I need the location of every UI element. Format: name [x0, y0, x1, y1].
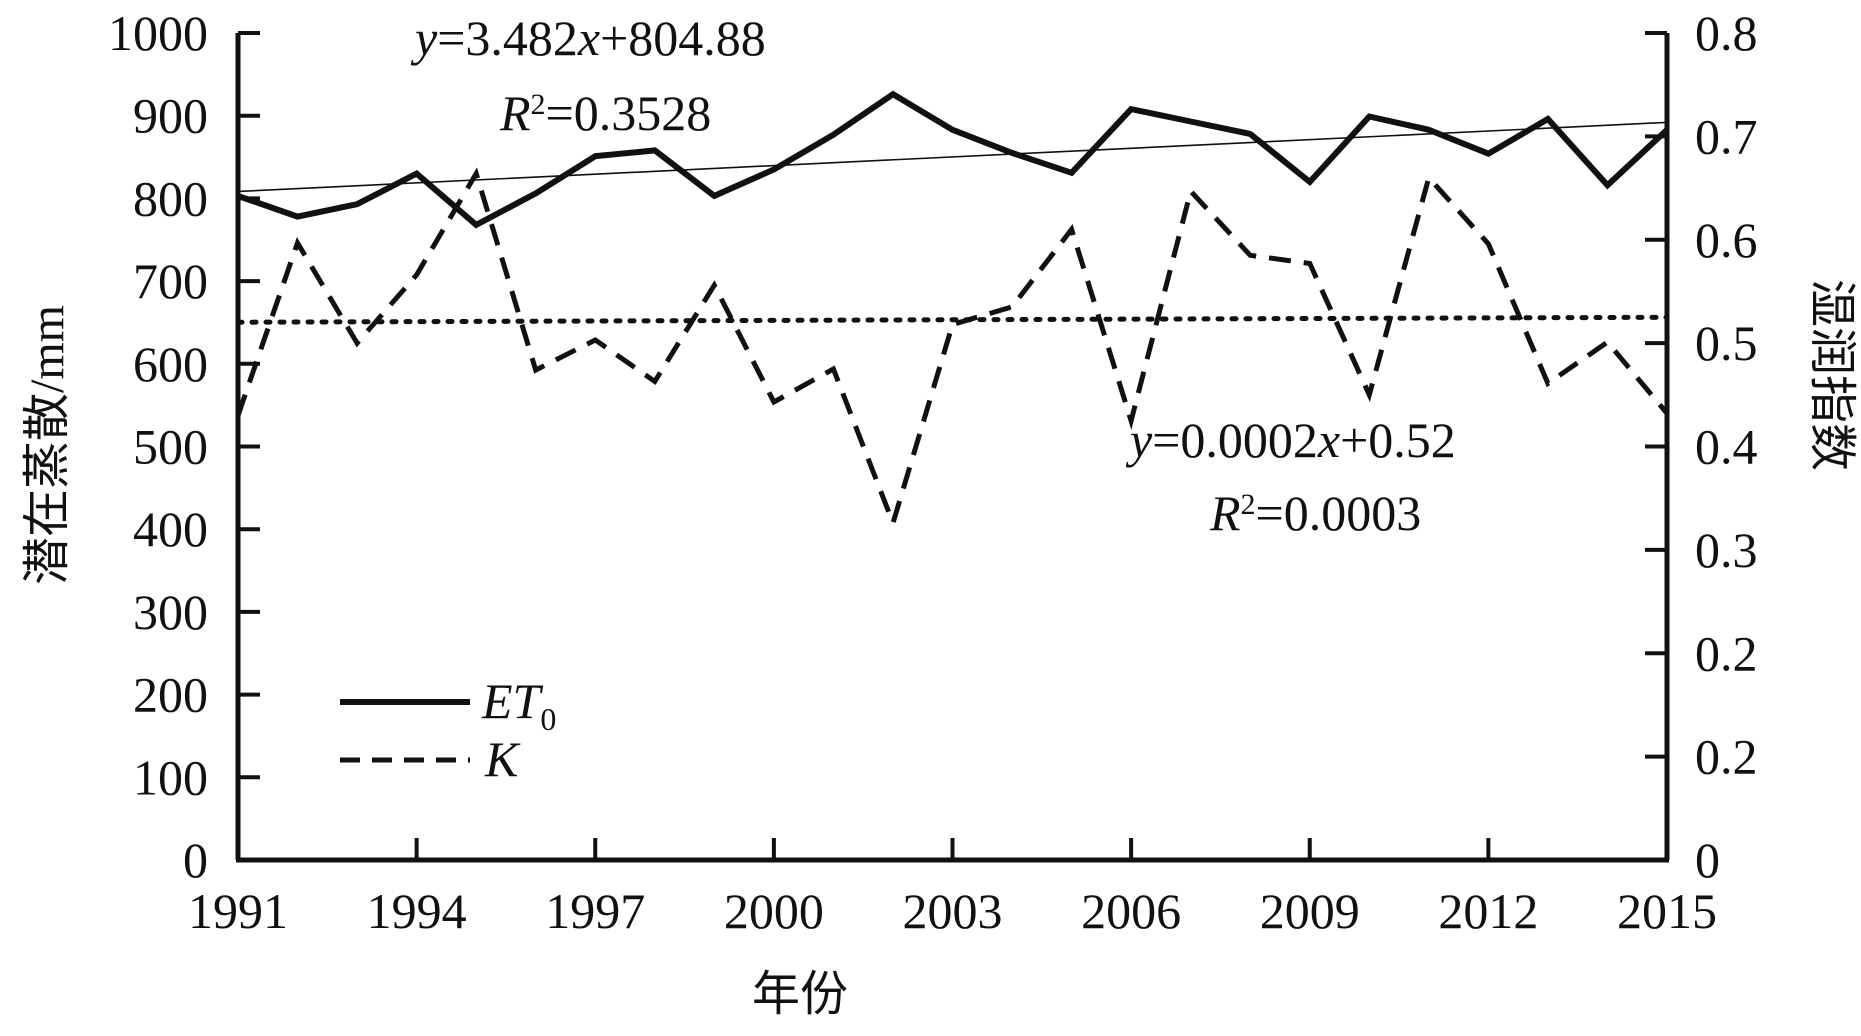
legend-et0-label: ET0 — [481, 673, 556, 737]
k-data-point — [1664, 410, 1670, 416]
et0-data-point — [830, 132, 836, 138]
k-data-point — [950, 322, 956, 328]
k-data-point — [1247, 252, 1253, 258]
x-tick-label: 1997 — [545, 883, 645, 939]
k-data-point — [652, 378, 658, 384]
et0-data-point — [1485, 151, 1491, 157]
et0-data-point — [1426, 127, 1432, 133]
k-data-point — [771, 399, 777, 405]
left-axis-title: 潜在蒸散/mm — [21, 305, 74, 585]
k-data-point — [295, 240, 301, 246]
x-tick-label: 2003 — [903, 883, 1003, 939]
left-y-tick-label: 1000 — [108, 5, 208, 61]
right-y-tick-label: 0.2 — [1695, 625, 1758, 681]
right-y-tick-label: 0.3 — [1695, 522, 1758, 578]
et0-data-point — [295, 214, 301, 220]
et0-data-point — [533, 190, 539, 196]
k-data-point — [1604, 339, 1610, 345]
right-y-tick-label: 0.6 — [1695, 212, 1758, 268]
x-axis-title: 年份 — [752, 968, 848, 1021]
et0-trend-equation: y=3.482x+804.88 — [410, 10, 766, 66]
left-y-tick-label: 200 — [133, 667, 208, 723]
x-tick-label: 2009 — [1260, 883, 1360, 939]
et0-data-point — [473, 222, 479, 228]
et0-data-point — [1307, 179, 1313, 185]
right-y-tick-label: 0.8 — [1695, 5, 1758, 61]
et0-data-point — [1128, 106, 1134, 112]
k-data-point — [1426, 175, 1432, 181]
k-data-point — [414, 272, 420, 278]
et0-series-line — [237, 90, 1670, 229]
et0-data-point — [890, 91, 896, 97]
k-data-point — [354, 340, 360, 346]
et0-data-point — [1247, 131, 1253, 137]
right-y-tick-label: 0.7 — [1695, 108, 1758, 164]
et0-trendline — [237, 121, 1668, 193]
k-data-point — [1307, 261, 1313, 267]
et0-data-point — [1188, 118, 1194, 124]
et0-data-point — [652, 147, 658, 153]
et0-data-point — [771, 166, 777, 172]
et0-data-point — [354, 201, 360, 207]
k-trendline — [235, 314, 1670, 325]
x-tick-label: 2012 — [1438, 883, 1538, 939]
k-data-point — [890, 520, 896, 526]
axes-layer: 0 100 200 300 400 500 600 700 800 900 1000 0 0.2 0.2 0… — [108, 5, 1758, 939]
et0-data-point — [711, 193, 717, 199]
et0-data-point — [592, 153, 598, 159]
k-data-point — [1485, 241, 1491, 247]
et0-data-point — [1664, 127, 1670, 133]
k-data-point — [830, 366, 836, 372]
k-data-point — [711, 282, 717, 288]
right-axis-title: 湿润指数 — [1805, 279, 1858, 471]
left-y-tick-label: 600 — [133, 336, 208, 392]
x-tick-label: 1991 — [188, 883, 288, 939]
k-data-point — [235, 412, 241, 418]
et0-trend-r2: R2=0.3528 — [499, 85, 711, 141]
et0-data-point — [1069, 170, 1075, 176]
left-y-tick-label: 0 — [183, 832, 208, 888]
et0-data-point — [235, 193, 241, 199]
x-tick-label: 2000 — [724, 883, 824, 939]
k-data-point — [1545, 380, 1551, 386]
k-data-point — [1069, 226, 1075, 232]
k-data-point — [592, 337, 598, 343]
et0-data-point — [1604, 182, 1610, 188]
right-y-tick-label: 0.2 — [1695, 729, 1758, 785]
et0-data-point — [1545, 116, 1551, 122]
x-tick-label: 1994 — [367, 883, 467, 939]
right-y-tick-label: 0.5 — [1695, 315, 1758, 371]
k-data-point — [1009, 304, 1015, 310]
et0-data-point — [950, 127, 956, 133]
legend-k-label: K — [484, 731, 521, 787]
series-layer — [235, 90, 1670, 531]
k-data-point — [1366, 392, 1372, 398]
trendline-layer — [235, 121, 1670, 325]
k-data-point — [533, 367, 539, 373]
left-y-tick-label: 100 — [133, 749, 208, 805]
left-y-tick-label: 900 — [133, 88, 208, 144]
et0-data-point — [414, 171, 420, 177]
x-tick-label: 2015 — [1617, 883, 1717, 939]
k-data-point — [1188, 188, 1194, 194]
left-y-tick-label: 700 — [133, 253, 208, 309]
left-y-tick-label: 500 — [133, 419, 208, 475]
left-y-tick-label: 400 — [133, 501, 208, 557]
legend: ET0 K — [340, 673, 556, 787]
k-series-line — [235, 167, 1669, 531]
k-data-point — [473, 171, 479, 177]
k-trend-equation: y=0.0002x+0.52 — [1125, 412, 1456, 468]
right-y-tick-label: 0 — [1695, 832, 1720, 888]
left-y-tick-label: 300 — [133, 584, 208, 640]
et0-data-point — [1009, 150, 1015, 156]
left-y-tick-label: 800 — [133, 170, 208, 226]
x-tick-label: 2006 — [1081, 883, 1181, 939]
et0-data-point — [1366, 114, 1372, 120]
right-y-tick-label: 0.4 — [1695, 419, 1758, 475]
k-trend-r2: R2=0.0003 — [1209, 485, 1421, 541]
